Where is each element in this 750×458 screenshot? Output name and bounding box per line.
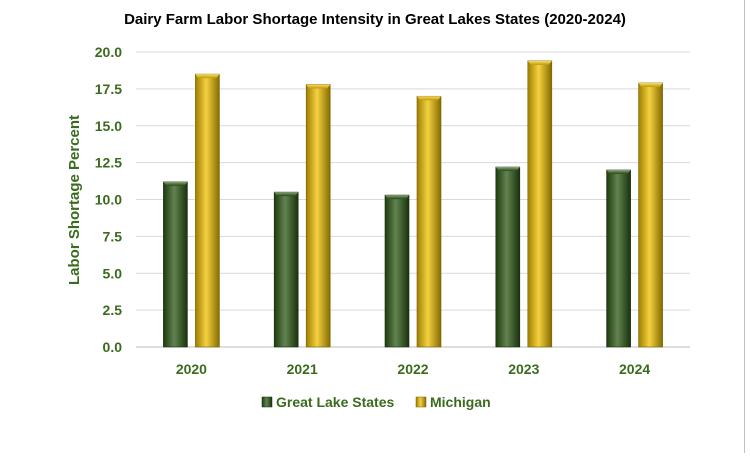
x-tick-label: 2024 [619, 361, 650, 377]
legend-item-michigan: Michigan [415, 394, 491, 410]
bar-bevel [163, 181, 188, 186]
bar-body [638, 82, 663, 348]
y-tick-labels: 0.0 2.5 5.0 7.5 10.0 12.5 15.0 17.5 20.0 [95, 44, 122, 355]
x-tick-label: 2020 [176, 361, 207, 377]
legend-swatch [415, 396, 427, 408]
bar-body [163, 181, 188, 348]
x-tick-label: 2022 [397, 361, 428, 377]
y-tick-label: 17.5 [95, 81, 122, 97]
legend-item-great-lake-states: Great Lake States [261, 394, 394, 410]
bar-body [384, 194, 410, 348]
bar-body [416, 95, 442, 348]
bar-great-lake-states-2020 [163, 181, 188, 348]
bar-bevel [527, 60, 552, 65]
bar-bevel [274, 192, 299, 197]
bar-body [195, 73, 220, 348]
bar-michigan-2021 [305, 84, 331, 348]
bar-great-lake-states-2024 [606, 169, 631, 348]
bar-great-lake-states-2022 [384, 194, 410, 348]
y-tick-label: 12.5 [95, 155, 122, 171]
bar-bevel [385, 195, 409, 200]
bar-body [527, 60, 553, 348]
y-axis-label: Labor Shortage Percent [66, 115, 83, 285]
gridlines [136, 51, 690, 348]
y-tick-label: 5.0 [103, 265, 123, 281]
bar-bevel [306, 84, 331, 89]
legend-label: Great Lake States [276, 394, 394, 410]
bar-michigan-2024 [638, 82, 663, 348]
bar-michigan-2020 [195, 73, 220, 348]
chart-title: Dairy Farm Labor Shortage Intensity in G… [124, 11, 626, 28]
bars [163, 60, 663, 348]
bar-michigan-2023 [527, 60, 553, 348]
x-tick-labels: 2020 2021 2022 2023 2024 [176, 361, 651, 377]
bar-michigan-2022 [416, 95, 442, 348]
bar-great-lake-states-2021 [273, 191, 299, 348]
y-tick-label: 15.0 [95, 118, 122, 134]
y-tick-label: 10.0 [95, 192, 122, 208]
x-tick-label: 2023 [508, 361, 539, 377]
x-tick-label: 2021 [287, 361, 318, 377]
bar-body [273, 191, 299, 348]
y-tick-label: 7.5 [103, 228, 123, 244]
y-tick-label: 20.0 [95, 44, 122, 60]
bar-body [305, 84, 331, 348]
legend-swatch [261, 396, 273, 408]
bar-body [495, 166, 521, 348]
bar-bevel [495, 167, 520, 172]
chart-border [744, 0, 745, 453]
bar-body [606, 169, 631, 348]
legend-label: Michigan [430, 394, 491, 410]
y-tick-label: 0.0 [103, 339, 123, 355]
y-tick-label: 2.5 [103, 302, 123, 318]
bar-bevel [638, 82, 663, 87]
bar-great-lake-states-2023 [495, 166, 521, 348]
legend: Great Lake States Michigan [261, 394, 491, 410]
bar-bevel [417, 96, 441, 101]
bar-bevel [606, 170, 631, 174]
bar-bevel [195, 74, 220, 79]
